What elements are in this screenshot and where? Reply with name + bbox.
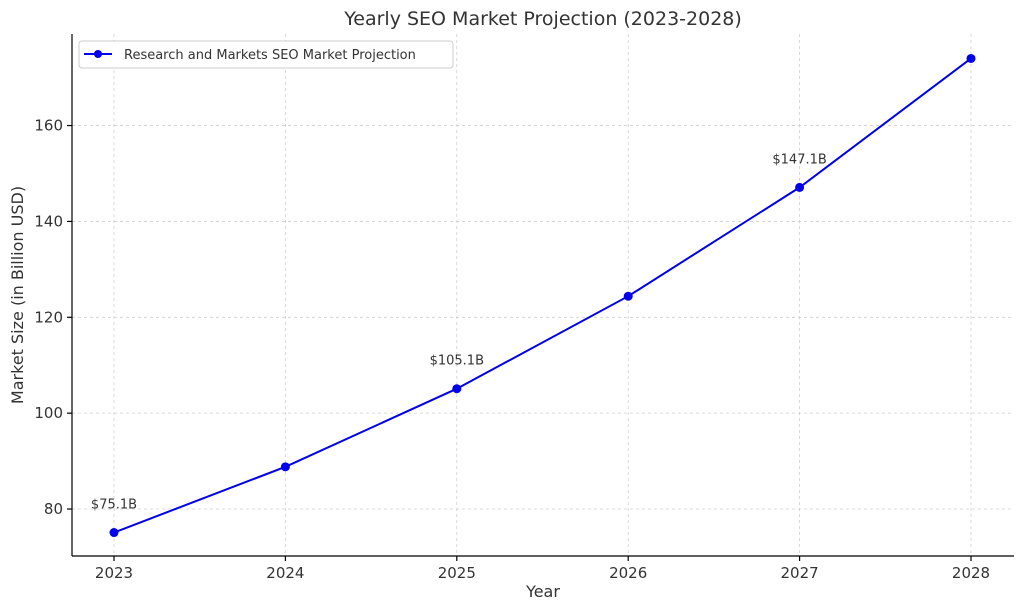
x-tick-label: 2028 bbox=[952, 564, 990, 582]
tick-labels: 2023 2024 2025 2026 2027 2028 80 100 120 140 160 bbox=[34, 117, 990, 582]
y-tick-label: 140 bbox=[34, 212, 63, 230]
data-labels: $75.1B $105.1B $147.1B bbox=[91, 152, 827, 512]
chart-title: Yearly SEO Market Projection (2023-2028) bbox=[343, 8, 742, 30]
data-label: $147.1B bbox=[772, 152, 826, 167]
series-line bbox=[113, 57, 972, 534]
legend-marker bbox=[94, 50, 102, 58]
x-axis-label: Year bbox=[525, 582, 560, 601]
series bbox=[109, 53, 976, 538]
data-point bbox=[623, 291, 633, 301]
x-tick-label: 2023 bbox=[95, 564, 133, 582]
y-tick-label: 160 bbox=[34, 117, 63, 135]
x-tick-label: 2026 bbox=[609, 564, 647, 582]
x-tick-label: 2024 bbox=[266, 564, 304, 582]
data-label: $75.1B bbox=[91, 498, 137, 513]
data-point bbox=[109, 528, 119, 538]
data-label: $105.1B bbox=[430, 354, 484, 369]
x-tick-label: 2027 bbox=[781, 564, 819, 582]
data-point bbox=[966, 53, 976, 63]
legend-box bbox=[78, 40, 454, 69]
y-axis-label: Market Size (in Billion USD) bbox=[8, 186, 27, 404]
data-point bbox=[280, 462, 290, 472]
y-tick-label: 80 bbox=[44, 500, 63, 518]
grid bbox=[72, 34, 1014, 556]
y-tick-label: 100 bbox=[34, 404, 63, 422]
data-point bbox=[452, 384, 462, 394]
x-tick-label: 2025 bbox=[438, 564, 476, 582]
legend: Research and Markets SEO Market Projecti… bbox=[78, 40, 454, 69]
y-tick-label: 120 bbox=[34, 308, 63, 326]
data-point bbox=[795, 182, 805, 192]
legend-series-name: Research and Markets SEO Market Projecti… bbox=[124, 48, 416, 63]
axes bbox=[71, 34, 1014, 557]
